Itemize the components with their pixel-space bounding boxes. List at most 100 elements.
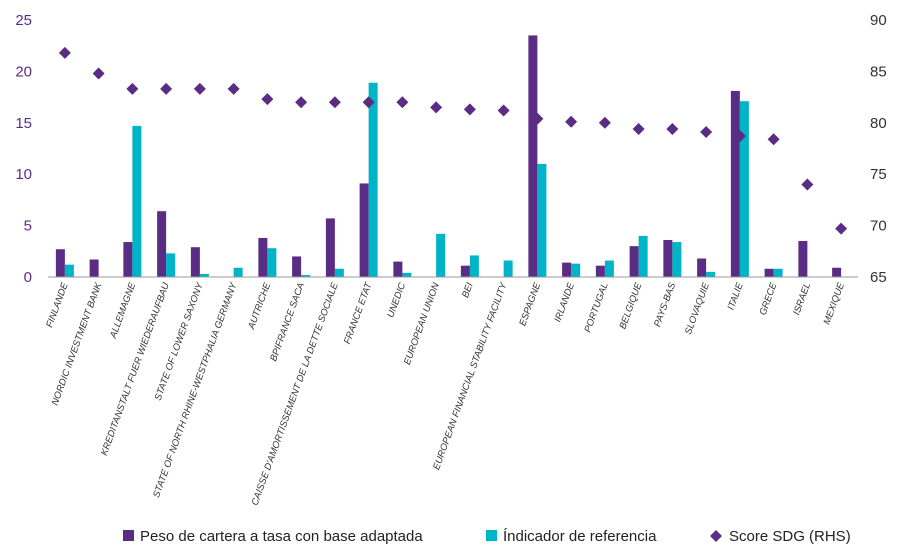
portfolio-bar [697,258,707,277]
category-label: SLOVAQUIE [683,281,712,336]
category-label: ISRAEL [791,281,813,317]
benchmark-bar [267,248,277,277]
category-label: ESPAGNE [517,281,543,328]
score-point [632,122,645,135]
left-tick-label: 25 [15,12,32,29]
score-point [362,96,375,109]
category-label: PAYS-BAS [652,281,678,329]
benchmark-bar [706,271,716,277]
benchmark-bar [233,267,243,277]
category-label: MEXIQUE [822,281,848,327]
score-point [565,115,578,128]
benchmark-bar [503,260,513,277]
benchmark-bar [672,242,682,277]
score-points-group [58,46,848,235]
legend-label-score: Score SDG (RHS) [729,528,851,545]
portfolio-bar [89,259,99,277]
portfolio-bar [359,183,369,277]
category-label: UNEDIC [385,281,408,319]
bars-group [55,35,842,277]
benchmark-bar [301,274,311,277]
score-point [193,82,206,95]
benchmark-bar [571,263,581,277]
legend-swatch-benchmark [486,530,497,541]
score-point [126,82,139,95]
category-label: ALLEMAGNE [108,281,139,341]
left-tick-label: 0 [24,269,32,286]
portfolio-bar [258,237,268,277]
legend-marker-score [710,530,722,542]
score-point [160,82,173,95]
legend-label-benchmark: Índicador de referencia [503,528,657,545]
category-label: GRECE [758,281,780,317]
score-point [328,96,341,109]
portfolio-bar [460,265,470,277]
category-label: FRANCE ETAT [342,280,375,346]
score-point [835,222,848,235]
right-y-axis: 65 70 75 80 85 90 [870,12,887,286]
score-point [700,126,713,139]
portfolio-bar [157,211,167,277]
score-point [227,82,240,95]
benchmark-bar [64,264,74,277]
benchmark-bar [368,82,378,277]
legend: Peso de cartera a tasa con base adaptada… [123,528,851,545]
right-tick-label: 65 [870,269,887,286]
benchmark-bar [739,101,749,277]
category-label: PORTUGAL [583,281,611,334]
category-label: EUROPEAN UNION [402,281,442,366]
benchmark-bar [132,125,142,277]
score-point [396,96,409,109]
category-label: FINLANDE [44,281,71,330]
portfolio-bar [730,90,740,277]
benchmark-bar [537,163,547,277]
score-point [531,112,544,125]
score-point [58,46,71,59]
portfolio-bar [190,247,200,277]
benchmark-bar [604,260,614,277]
category-label: BELGIQUE [617,281,644,331]
left-y-axis: 0 5 10 15 20 25 [15,12,32,286]
category-label: AUTRICHE [246,281,274,332]
left-tick-label: 5 [24,218,32,235]
portfolio-bar [562,262,572,277]
score-point [463,103,476,116]
benchmark-bar [436,233,446,277]
category-label: IRLANDE [553,281,578,324]
right-tick-label: 70 [870,218,887,235]
score-point [733,130,746,143]
benchmark-bar [638,235,648,277]
left-tick-label: 10 [15,166,32,183]
benchmark-bar [402,272,412,277]
benchmark-bar [166,253,176,277]
portfolio-bar [629,246,639,277]
score-point [92,67,105,80]
portfolio-bar [663,239,673,277]
score-point [598,116,611,129]
right-tick-label: 75 [870,166,887,183]
score-point [430,101,443,114]
category-label: BPIFRANCE SACA [268,281,307,363]
left-tick-label: 15 [15,115,32,132]
score-point [666,122,679,135]
score-point [767,133,780,146]
category-label: ITALIE [726,281,746,312]
right-tick-label: 80 [870,115,887,132]
score-point [295,96,308,109]
portfolio-bar [123,242,133,277]
score-point [497,104,510,117]
legend-swatch-portfolio [123,530,134,541]
category-label: KREDITANSTALT FUER WIEDERAUFBAU [99,281,172,457]
right-tick-label: 90 [870,12,887,29]
portfolio-bar [595,265,605,277]
portfolio-bar [832,267,842,277]
score-point [261,93,274,106]
left-tick-label: 20 [15,63,32,80]
portfolio-bar [528,35,538,277]
portfolio-bar [764,268,774,277]
benchmark-bar [199,273,209,277]
legend-label-portfolio: Peso de cartera a tasa con base adaptada [140,528,423,545]
benchmark-bar [773,268,783,277]
